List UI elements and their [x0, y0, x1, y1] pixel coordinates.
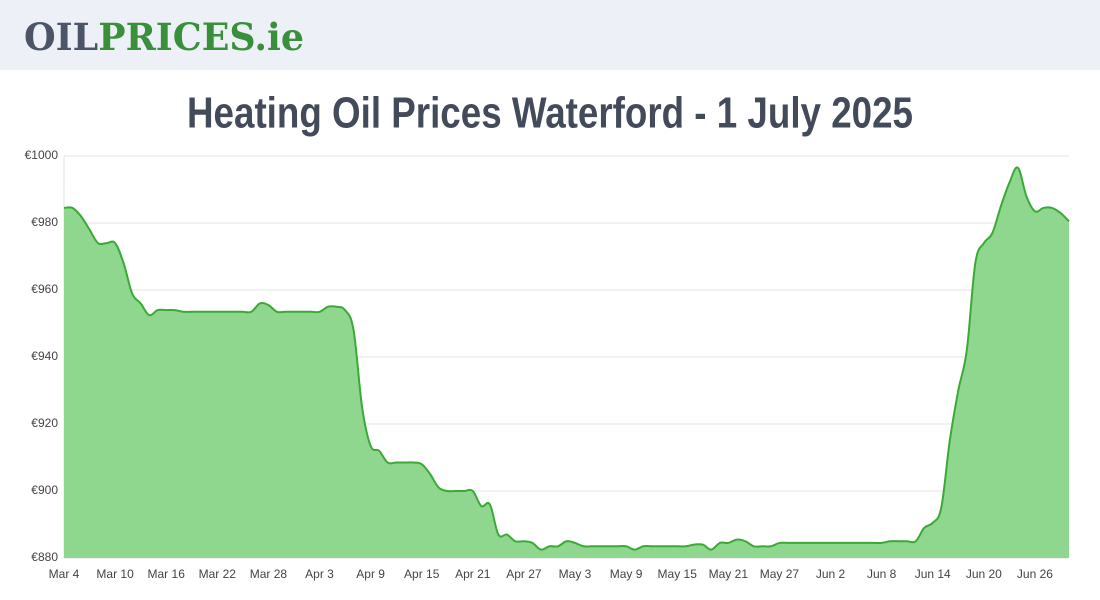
- x-tick-label: May 3: [559, 567, 592, 581]
- y-tick-label: €900: [31, 483, 58, 497]
- x-tick-label: Mar 4: [49, 567, 80, 581]
- x-tick-label: Jun 20: [966, 567, 1002, 581]
- x-tick-label: Mar 22: [199, 567, 237, 581]
- area-fill: [64, 167, 1069, 558]
- x-tick-label: Jun 14: [915, 567, 951, 581]
- x-tick-label: Mar 28: [250, 567, 288, 581]
- y-tick-label: €980: [31, 215, 58, 229]
- logo-green: PRICES.ie: [98, 15, 304, 59]
- x-tick-label: Mar 16: [148, 567, 186, 581]
- x-tick-label: May 9: [610, 567, 643, 581]
- price-line: [63, 166, 1070, 551]
- x-tick-label: Apr 21: [455, 567, 491, 581]
- chart-title: Heating Oil Prices Waterford - 1 July 20…: [187, 89, 913, 138]
- x-tick-label: May 21: [709, 567, 749, 581]
- x-tick-label: Mar 10: [96, 567, 134, 581]
- x-tick-label: May 15: [658, 567, 698, 581]
- y-tick-label: €880: [31, 550, 58, 564]
- x-tick-label: Apr 27: [506, 567, 542, 581]
- x-tick-label: Apr 9: [356, 567, 385, 581]
- header-bar: [0, 0, 1100, 70]
- x-tick-label: Apr 15: [404, 567, 440, 581]
- y-tick-label: €1000: [25, 148, 59, 162]
- y-tick-label: €960: [31, 282, 58, 296]
- x-tick-label: Jun 2: [816, 567, 846, 581]
- y-tick-label: €920: [31, 416, 58, 430]
- x-tick-label: Jun 26: [1017, 567, 1053, 581]
- x-tick-label: Jun 8: [867, 567, 897, 581]
- logo-dark: OIL: [24, 15, 98, 59]
- x-tick-label: May 27: [760, 567, 800, 581]
- x-tick-label: Apr 3: [305, 567, 334, 581]
- logo[interactable]: OILPRICES.ie: [24, 15, 304, 59]
- y-tick-label: €940: [31, 349, 58, 363]
